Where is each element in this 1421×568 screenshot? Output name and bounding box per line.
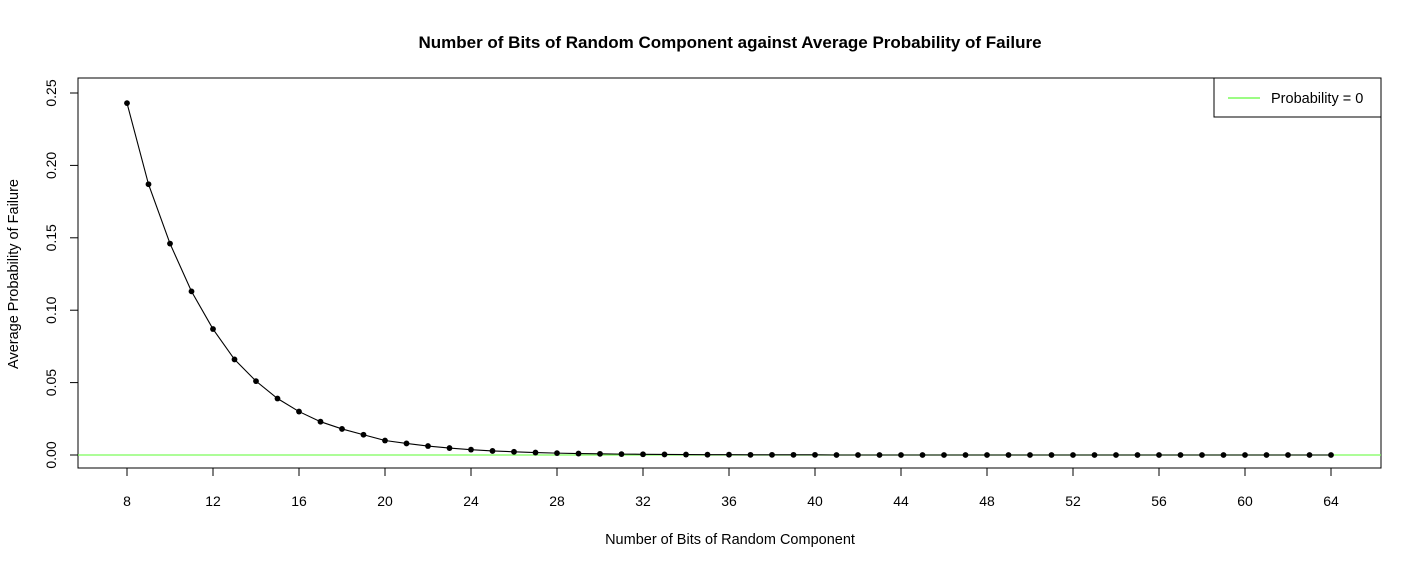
data-point xyxy=(382,437,388,444)
y-axis: 0.00 0.05 0.10 0.15 0.20 0.25 xyxy=(43,79,79,469)
data-point xyxy=(683,451,689,458)
x-tick-label: 16 xyxy=(291,493,307,509)
x-tick-label: 44 xyxy=(893,493,909,509)
y-tick-label: 0.25 xyxy=(43,79,59,106)
data-point xyxy=(446,445,453,451)
data-point xyxy=(941,452,947,458)
data-point xyxy=(769,451,775,458)
x-tick-label: 56 xyxy=(1151,493,1167,509)
data-point xyxy=(145,181,152,188)
chart-title: Number of Bits of Random Component again… xyxy=(418,33,1041,52)
data-point xyxy=(726,451,732,458)
data-point xyxy=(511,448,517,455)
y-tick-label: 0.05 xyxy=(43,369,59,396)
data-point xyxy=(1156,452,1162,458)
data-point xyxy=(790,451,797,458)
data-point xyxy=(210,326,216,332)
data-point xyxy=(984,452,990,458)
x-axis: 8 12 16 20 24 28 32 36 40 44 48 52 56 60 64 xyxy=(123,467,1339,509)
data-point xyxy=(597,450,603,457)
x-tick-label: 28 xyxy=(549,493,565,509)
legend: Probability = 0 xyxy=(1213,77,1382,118)
data-point xyxy=(468,446,474,453)
data-point xyxy=(855,452,861,458)
data-point xyxy=(919,452,926,458)
data-point xyxy=(274,395,281,402)
x-tick-label: 48 xyxy=(979,493,995,509)
data-point xyxy=(1199,452,1205,458)
y-tick-label: 0.10 xyxy=(43,296,59,323)
data-point xyxy=(833,452,840,458)
data-point xyxy=(876,452,883,458)
y-axis-label: Average Probability of Failure xyxy=(6,179,22,369)
data-point xyxy=(962,452,969,458)
data-point xyxy=(167,240,173,247)
x-tick-label: 40 xyxy=(807,493,823,509)
y-tick-label: 0.00 xyxy=(43,441,59,468)
y-tick-label: 0.20 xyxy=(43,152,59,179)
data-point xyxy=(124,100,130,107)
series-line xyxy=(126,102,1331,456)
data-point xyxy=(1220,452,1227,458)
data-point xyxy=(1005,452,1012,458)
x-tick-label: 64 xyxy=(1323,493,1339,509)
data-point xyxy=(898,452,904,458)
x-tick-label: 24 xyxy=(463,493,479,509)
x-tick-label: 52 xyxy=(1065,493,1081,509)
data-point xyxy=(640,451,646,458)
data-point xyxy=(360,431,367,438)
data-point xyxy=(1113,452,1119,458)
data-point xyxy=(618,451,625,458)
data-point xyxy=(661,451,668,458)
data-point xyxy=(1091,452,1098,458)
data-point xyxy=(812,451,818,458)
data-point xyxy=(554,450,560,457)
data-point xyxy=(1328,452,1334,458)
data-point xyxy=(747,451,754,458)
data-point xyxy=(1177,452,1184,458)
data-point xyxy=(489,448,496,454)
data-point xyxy=(532,449,539,456)
data-point xyxy=(1242,452,1248,458)
data-point xyxy=(403,440,410,447)
data-point xyxy=(188,288,195,295)
data-point xyxy=(1134,452,1141,458)
x-tick-label: 60 xyxy=(1237,493,1253,509)
x-axis-label: Number of Bits of Random Component xyxy=(605,532,855,548)
data-point xyxy=(1306,452,1313,458)
y-tick-label: 0.15 xyxy=(43,224,59,251)
data-point xyxy=(253,378,259,385)
plot-frame xyxy=(77,77,1382,469)
data-point xyxy=(575,450,582,457)
x-tick-label: 8 xyxy=(123,493,131,509)
series-lines xyxy=(126,102,1331,456)
data-point xyxy=(1070,452,1076,458)
x-tick-label: 36 xyxy=(721,493,737,509)
x-tick-label: 12 xyxy=(205,493,221,509)
data-point xyxy=(1263,452,1270,458)
data-point xyxy=(1027,452,1033,458)
data-point xyxy=(317,418,324,425)
data-point xyxy=(231,356,238,363)
x-tick-label: 20 xyxy=(377,493,393,509)
data-point xyxy=(704,451,711,458)
data-point xyxy=(296,408,302,415)
data-point xyxy=(1048,452,1055,458)
data-point xyxy=(1285,452,1291,458)
series-points xyxy=(124,100,1334,458)
data-point xyxy=(339,426,345,432)
x-tick-label: 32 xyxy=(635,493,651,509)
legend-label: Probability = 0 xyxy=(1271,91,1363,107)
data-point xyxy=(425,443,431,449)
